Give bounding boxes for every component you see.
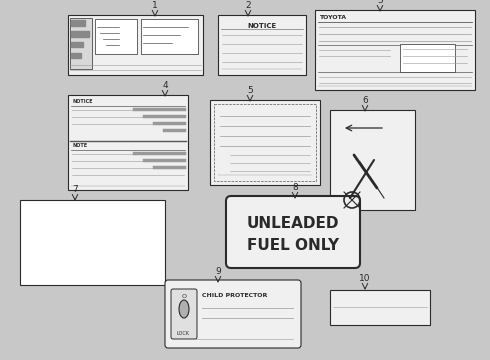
Text: CHILD PROTECTOR: CHILD PROTECTOR (202, 293, 268, 298)
Text: 8: 8 (292, 183, 298, 192)
Ellipse shape (179, 300, 189, 318)
Text: O: O (181, 294, 187, 300)
Bar (70, 18, 92, 69)
Text: 6: 6 (362, 96, 368, 105)
Text: 4: 4 (162, 81, 168, 90)
Text: 7: 7 (72, 185, 78, 194)
Text: 9: 9 (215, 267, 221, 276)
Bar (210, 100, 320, 185)
FancyBboxPatch shape (171, 289, 197, 339)
FancyBboxPatch shape (226, 196, 360, 268)
Bar (330, 110, 415, 210)
FancyBboxPatch shape (165, 280, 301, 348)
Bar (330, 290, 430, 325)
Bar (214, 104, 316, 181)
Text: LOCK: LOCK (176, 331, 189, 336)
Text: 3: 3 (377, 0, 383, 5)
Text: UNLEADED: UNLEADED (247, 216, 339, 231)
Bar (20, 200, 165, 285)
Text: 10: 10 (359, 274, 371, 283)
Bar (315, 10, 475, 90)
Text: 2: 2 (245, 1, 251, 10)
Text: 5: 5 (247, 86, 253, 95)
Bar (71, 42, 83, 47)
Bar (95, 19, 137, 54)
Bar (71, 20, 85, 26)
Text: FUEL ONLY: FUEL ONLY (247, 238, 339, 253)
Text: NOTICE: NOTICE (72, 99, 93, 104)
Bar (218, 15, 306, 75)
Bar (141, 19, 198, 54)
Bar (71, 53, 81, 58)
Bar (68, 95, 188, 190)
Bar (68, 15, 203, 75)
Text: 1: 1 (152, 1, 158, 10)
Text: NOTICE: NOTICE (247, 23, 277, 29)
Text: TOYOTA: TOYOTA (319, 15, 346, 20)
Text: NOTE: NOTE (72, 143, 87, 148)
Bar (71, 31, 89, 37)
Bar (400, 44, 455, 72)
